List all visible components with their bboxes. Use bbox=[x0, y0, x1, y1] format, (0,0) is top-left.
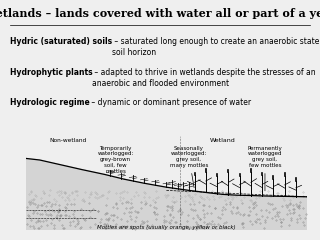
Text: Mottles are spots (usually orange, yellow or black): Mottles are spots (usually orange, yello… bbox=[97, 225, 236, 230]
Text: Temporarily
waterlogged:
grey-brown
soil, few
mottles: Temporarily waterlogged: grey-brown soil… bbox=[98, 146, 134, 179]
Text: Permanently
waterlogged
grey soil,
few mottles: Permanently waterlogged grey soil, few m… bbox=[248, 146, 282, 191]
Polygon shape bbox=[26, 158, 307, 230]
Text: – saturated long enough to create an anaerobic state in the
soil horizon: – saturated long enough to create an ana… bbox=[112, 37, 320, 57]
Text: Hydrologic regime: Hydrologic regime bbox=[10, 98, 89, 108]
Text: Wetland: Wetland bbox=[210, 138, 236, 143]
Text: – dynamic or dominant presence of water: – dynamic or dominant presence of water bbox=[89, 98, 252, 108]
Text: – adapted to thrive in wetlands despite the stresses of an
anaerobic and flooded: – adapted to thrive in wetlands despite … bbox=[92, 68, 316, 88]
Text: Seasonally
waterlogged:
grey soil,
many mottles: Seasonally waterlogged: grey soil, many … bbox=[170, 146, 208, 188]
Text: Hydric (saturated) soils: Hydric (saturated) soils bbox=[10, 37, 112, 46]
Text: Wetlands – lands covered with water all or part of a year: Wetlands – lands covered with water all … bbox=[0, 8, 320, 19]
Text: Non-wetland: Non-wetland bbox=[49, 138, 86, 143]
Text: Hydrophytic plants: Hydrophytic plants bbox=[10, 68, 92, 77]
